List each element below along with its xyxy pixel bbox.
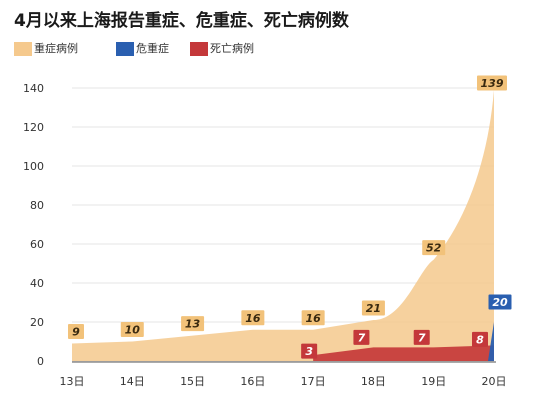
data-label-severe-1: 10: [120, 322, 144, 337]
y-tick-label-120: 120: [23, 121, 44, 134]
data-label-severe-5-text: 21: [366, 302, 381, 315]
legend-label-critical: 危重症: [136, 42, 169, 55]
area-critical: [488, 322, 494, 361]
legend-label-death: 死亡病例: [210, 42, 254, 55]
data-label-severe-6: 52: [422, 240, 446, 256]
legend-label-severe: 重症病例: [34, 42, 78, 55]
x-tick-label-5: 18日: [361, 375, 386, 388]
data-label-severe-6-box: [422, 240, 446, 256]
y-tick-label-40: 40: [30, 277, 44, 290]
legend-swatch-death: [190, 42, 208, 56]
data-label-severe-2-box: [181, 316, 205, 332]
data-label-severe-7-text: 139: [481, 77, 504, 90]
data-label-death-6-text: 7: [418, 331, 426, 344]
data-label-severe-2: 13: [181, 316, 205, 332]
y-tick-label-60: 60: [30, 238, 44, 251]
data-label-severe-1-box: [120, 322, 144, 337]
y-tick-label-0: 0: [37, 355, 44, 368]
data-label-death-5-text: 7: [358, 331, 366, 344]
y-tick-label-100: 100: [23, 160, 44, 173]
data-label-critical-7: 20: [488, 294, 512, 310]
data-label-severe-3-box: [241, 310, 265, 326]
data-label-death-6-box: [413, 329, 430, 345]
data-label-severe-7-box: [477, 75, 507, 91]
x-tick-label-3: 16日: [240, 375, 265, 388]
data-label-severe-1-text: 10: [125, 324, 141, 337]
data-label-severe-5-box: [361, 300, 385, 316]
data-label-death-4: 3: [301, 343, 318, 359]
data-label-severe-4: 16: [301, 310, 325, 326]
data-label-severe-2-text: 13: [185, 318, 201, 331]
data-label-severe-7: 139: [477, 75, 507, 91]
data-label-death-5-box: [353, 329, 370, 345]
data-label-critical-7-box: [488, 294, 512, 310]
x-tick-label-0: 13日: [60, 375, 85, 388]
y-tick-label-140: 140: [23, 82, 44, 95]
chart-title: 4月以来上海报告重症、危重症、死亡病例数: [14, 11, 349, 31]
data-label-death-7-box: [472, 331, 488, 347]
data-label-severe-0-text: 9: [72, 325, 80, 338]
legend-swatch-critical: [116, 42, 134, 56]
data-label-severe-0: 9: [68, 323, 84, 339]
area-death: [313, 345, 494, 361]
y-tick-label-20: 20: [30, 316, 44, 329]
data-label-death-5: 7: [353, 329, 370, 345]
area-severe: [72, 89, 494, 361]
data-label-severe-5: 21: [361, 300, 385, 316]
data-label-severe-6-text: 52: [426, 242, 442, 255]
x-tick-label-2: 15日: [180, 375, 205, 388]
y-tick-label-80: 80: [30, 199, 44, 212]
data-label-severe-0-box: [68, 323, 84, 339]
data-label-severe-3-text: 16: [245, 312, 261, 325]
data-label-death-4-box: [301, 343, 318, 359]
data-label-severe-4-text: 16: [305, 312, 321, 325]
x-tick-label-4: 17日: [301, 375, 326, 388]
data-label-severe-3: 16: [241, 310, 265, 326]
data-label-death-7-text: 8: [476, 333, 484, 346]
data-label-death-6: 7: [413, 329, 430, 345]
legend-swatch-severe: [14, 42, 32, 56]
x-tick-label-1: 14日: [120, 375, 145, 388]
data-label-critical-7-text: 20: [492, 296, 508, 309]
x-tick-label-7: 20日: [482, 375, 507, 388]
data-label-death-7: 8: [472, 331, 488, 347]
data-label-death-4-text: 3: [305, 345, 313, 358]
data-label-severe-4-box: [301, 310, 325, 326]
x-tick-label-6: 19日: [421, 375, 446, 388]
